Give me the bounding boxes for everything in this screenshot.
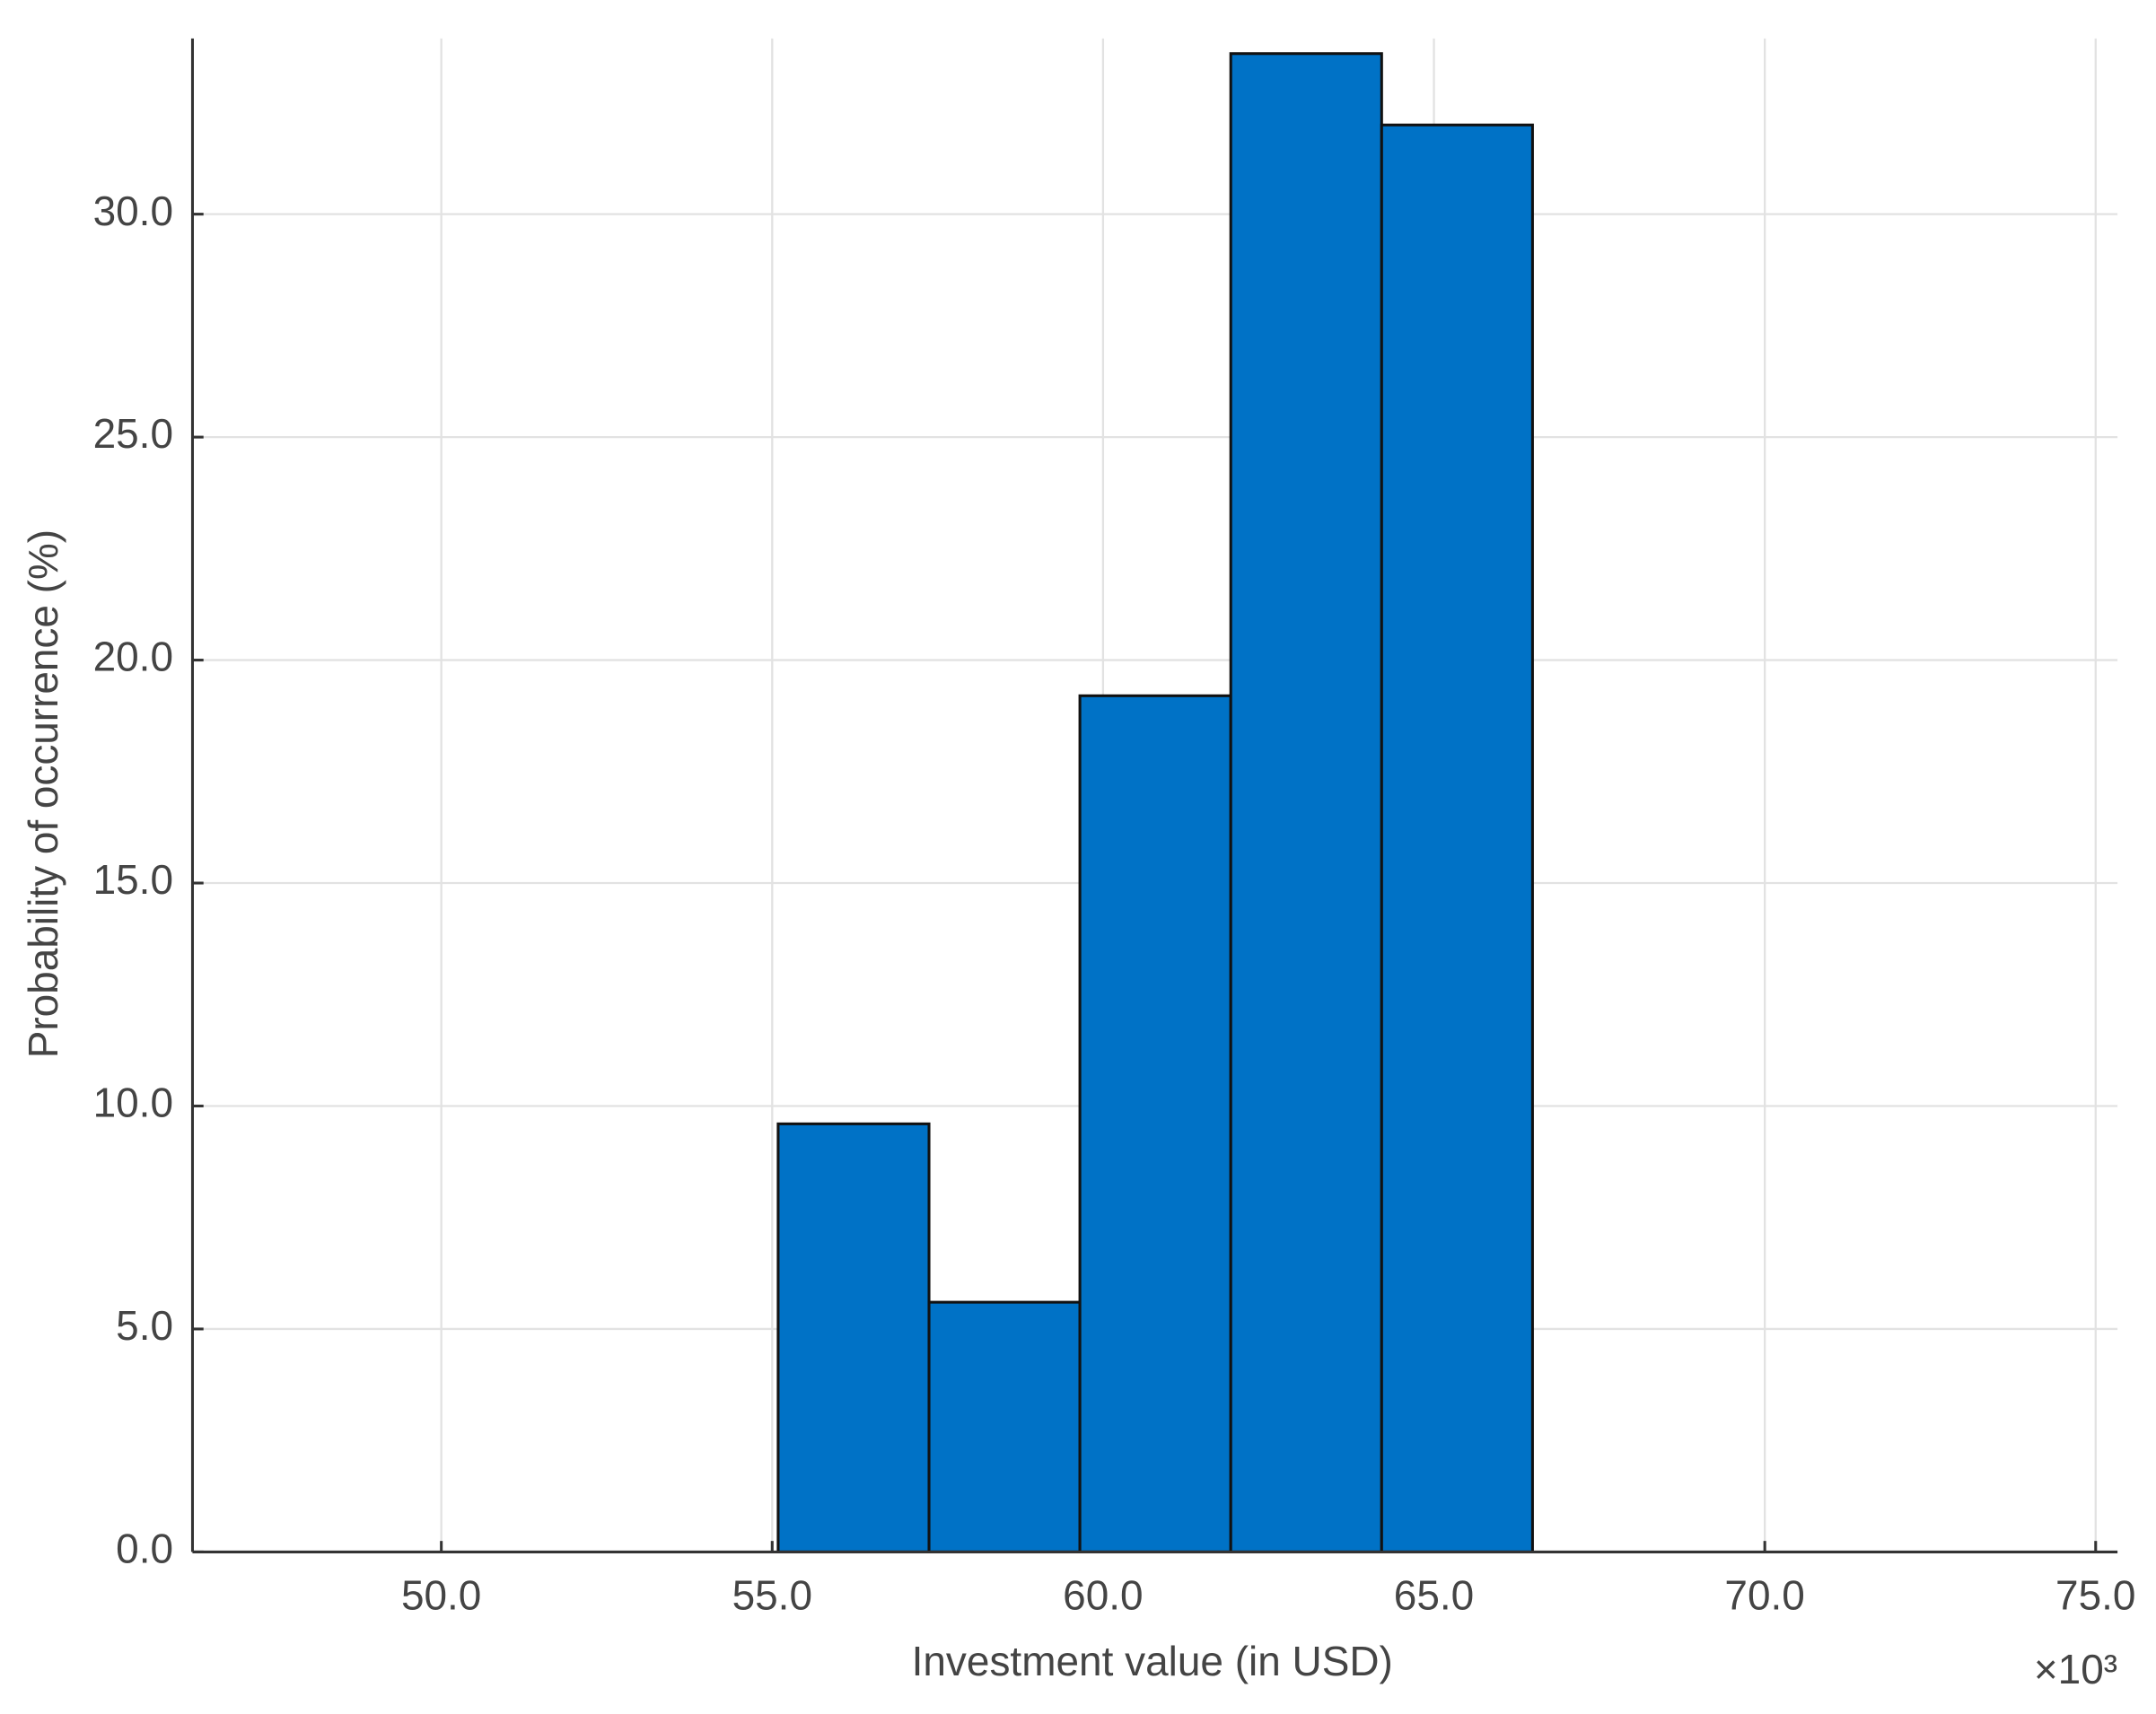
y-tick-label: 15.0 xyxy=(93,856,173,903)
x-tick-label: 60.0 xyxy=(1063,1572,1143,1619)
x-axis-label: Investment value (in USD) xyxy=(912,1638,1393,1684)
x-tick-label: 55.0 xyxy=(732,1572,812,1619)
y-tick-label: 30.0 xyxy=(93,188,173,234)
y-tick-label: 10.0 xyxy=(93,1080,173,1126)
x-tick-label: 65.0 xyxy=(1394,1572,1474,1619)
y-tick-label: 0.0 xyxy=(116,1526,173,1572)
x-tick-label: 75.0 xyxy=(2055,1572,2135,1619)
bar xyxy=(776,1122,931,1553)
y-axis-label: Probability of occurrence (%) xyxy=(20,529,66,1058)
bar xyxy=(1078,694,1232,1553)
x-tick-label: 50.0 xyxy=(401,1572,481,1619)
x-tick-label: 70.0 xyxy=(1724,1572,1804,1619)
y-tick-label: 5.0 xyxy=(116,1302,173,1349)
bar xyxy=(927,1300,1082,1553)
y-tick-label: 20.0 xyxy=(93,634,173,680)
bar xyxy=(1380,123,1534,1553)
bar xyxy=(1229,52,1383,1553)
y-tick-label: 25.0 xyxy=(93,410,173,457)
x-exponent-label: ×10³ xyxy=(2034,1646,2117,1692)
